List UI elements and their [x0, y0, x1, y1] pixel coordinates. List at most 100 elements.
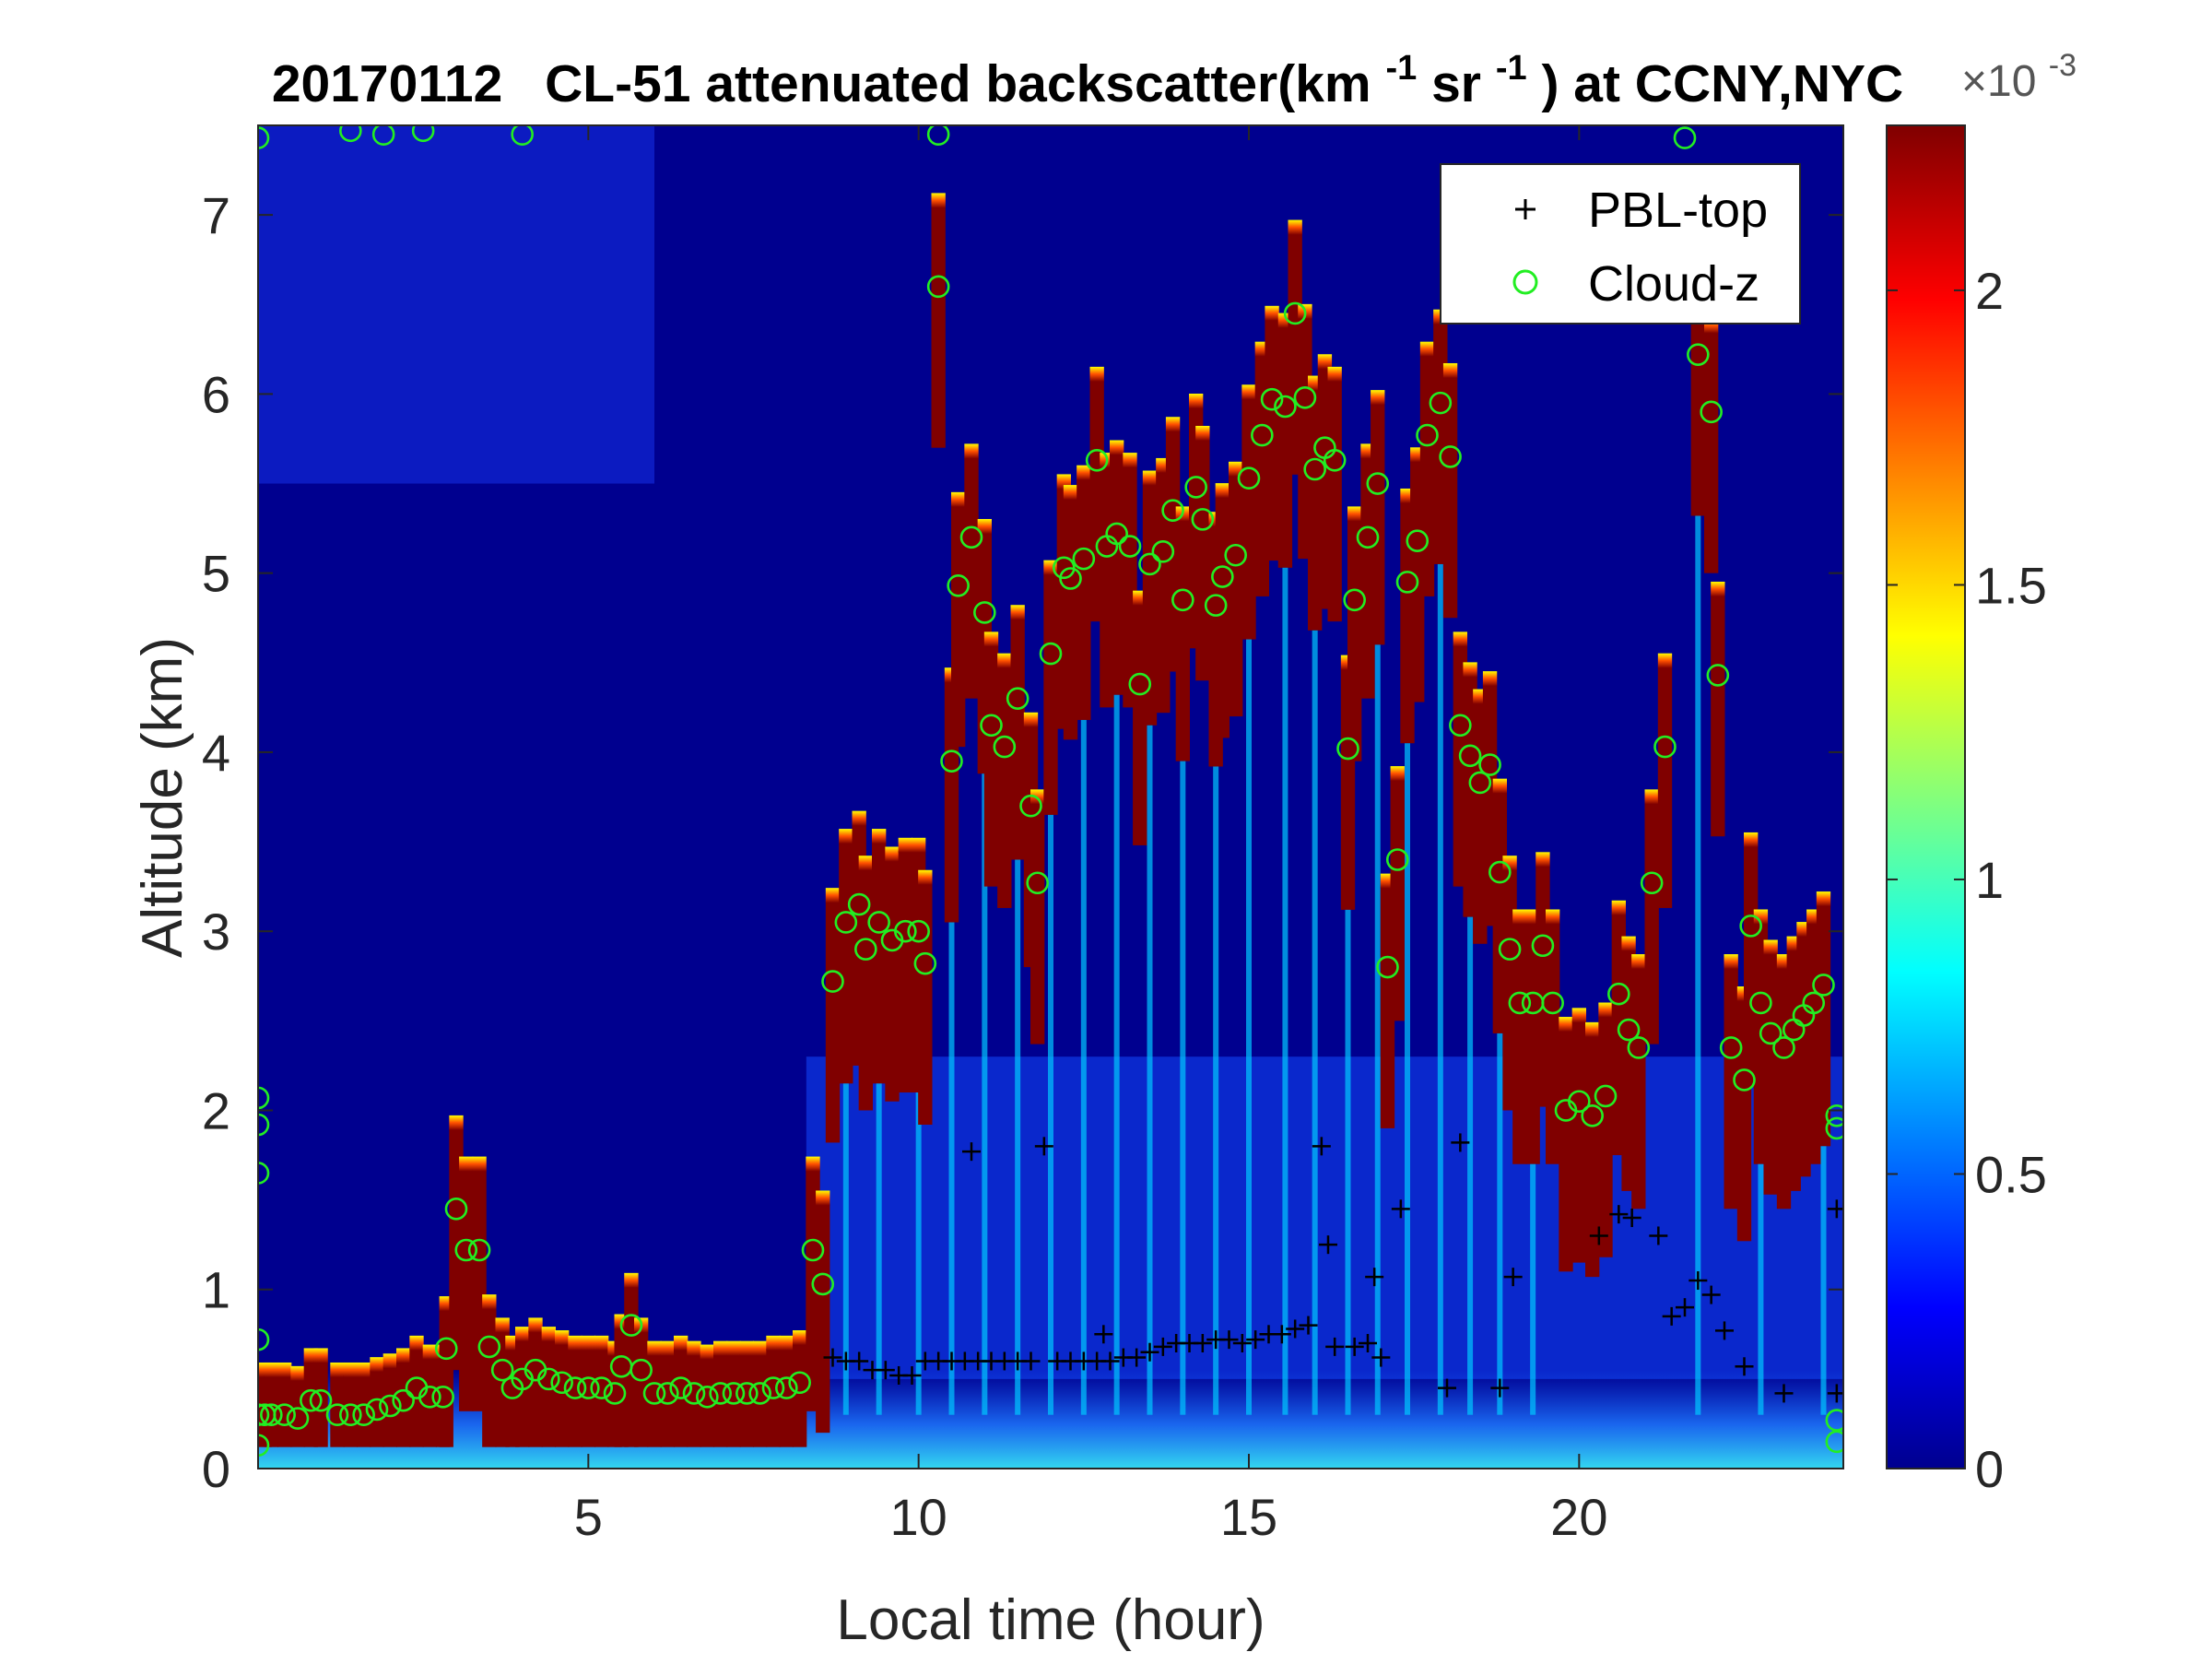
- cloud-z-marker: [1376, 955, 1399, 979]
- cloud-z-marker: [1627, 1036, 1651, 1059]
- cloud-z-marker: [1700, 400, 1723, 424]
- cloud-z-marker: [735, 1382, 759, 1405]
- pbl-top-marker: [1735, 1357, 1754, 1376]
- cloud-edge: [997, 653, 1012, 668]
- cloud-z-marker: [1395, 571, 1419, 594]
- cloud-edge: [660, 1340, 675, 1356]
- cloud-z-marker: [467, 1238, 491, 1262]
- cloud-edge: [313, 1348, 328, 1363]
- cloud-edge: [858, 856, 873, 871]
- cloud-column: [739, 1353, 754, 1447]
- cloud-z-marker: [913, 951, 937, 975]
- cloud-column: [931, 206, 946, 448]
- cloud-column: [555, 1343, 570, 1447]
- precip-streak: [1497, 1033, 1503, 1415]
- cloud-z-marker: [1508, 991, 1532, 1015]
- cloud-column: [660, 1353, 675, 1447]
- cloud-edge: [918, 869, 933, 885]
- cloud-column: [1195, 438, 1210, 681]
- cloud-column: [1711, 594, 1725, 837]
- cloud-edge: [1744, 832, 1759, 847]
- cloud-edge: [1327, 366, 1342, 382]
- precip-streak: [1213, 766, 1219, 1415]
- cloud-edge: [816, 1190, 830, 1206]
- precip-streak: [1312, 630, 1318, 1415]
- cloud-edge: [912, 837, 926, 853]
- precip-streak: [1695, 515, 1701, 1415]
- legend-pbl-marker: [1515, 199, 1535, 219]
- cloud-column: [1043, 572, 1058, 815]
- cloud-edge: [872, 829, 887, 844]
- cloud-z-marker: [1039, 642, 1063, 666]
- y-axis: 0 1 2 3 4 5 6 7: [202, 186, 1843, 1498]
- cloud-z-marker: [1802, 991, 1826, 1015]
- pbl-top-marker: [1451, 1133, 1470, 1152]
- cloud-z-marker: [550, 1371, 573, 1395]
- precip-streak: [1015, 859, 1021, 1415]
- cloud-edge: [674, 1335, 688, 1351]
- cloud-z-marker: [1019, 794, 1042, 818]
- cloud-edge: [1657, 653, 1673, 668]
- pbl-top-marker: [1034, 1137, 1053, 1156]
- cloud-z-marker: [1617, 1018, 1641, 1042]
- cloud-edge: [1419, 341, 1435, 357]
- cloud-edge: [1492, 778, 1507, 794]
- cloud-column: [1724, 967, 1738, 1210]
- cloud-edge: [1535, 852, 1550, 867]
- cloud-z-marker: [761, 1376, 785, 1399]
- pbl-top-marker: [1676, 1298, 1694, 1317]
- cloud-z-marker: [300, 1388, 323, 1412]
- cloud-column: [816, 1203, 830, 1434]
- pbl-top-marker: [1312, 1137, 1331, 1156]
- pbl-top-marker: [1391, 1199, 1410, 1219]
- cloud-edge: [766, 1335, 781, 1351]
- cloud-z-marker: [537, 1367, 560, 1391]
- cloud-column: [1512, 922, 1527, 1164]
- cloud-edge: [1611, 900, 1626, 915]
- cloud-edge: [1241, 384, 1256, 400]
- cloud-z-marker: [1640, 871, 1664, 895]
- cloud-column: [1631, 967, 1646, 1210]
- pbl-top-marker: [1490, 1378, 1510, 1398]
- precip-streak: [1820, 1146, 1827, 1415]
- cloud-edge: [568, 1335, 582, 1351]
- cloud-edge: [1512, 909, 1527, 925]
- cloud-z-marker: [1653, 735, 1677, 759]
- cloud-edge: [1502, 856, 1517, 871]
- colorbar-tick-label: 1: [1975, 851, 2004, 909]
- precip-streak: [915, 1092, 922, 1415]
- cloud-edge: [555, 1330, 570, 1346]
- pbl-top-marker: [1325, 1337, 1345, 1356]
- cloud-column: [357, 1375, 371, 1447]
- cloud-z-marker: [1184, 476, 1207, 499]
- y-tick-label: 2: [202, 1081, 230, 1139]
- cloud-edge: [1123, 453, 1137, 468]
- cloud-z-marker: [1293, 385, 1317, 409]
- plot-area: [258, 125, 1843, 1469]
- cloud-z-marker: [682, 1382, 706, 1405]
- cloud-z-marker: [1739, 915, 1762, 938]
- pbl-top-marker: [1649, 1226, 1668, 1245]
- cloud-z-marker: [1323, 448, 1347, 472]
- cloud-column: [700, 1357, 714, 1447]
- pbl-top-marker: [1094, 1325, 1113, 1344]
- colorbar-scale: [1886, 124, 1966, 1469]
- cloud-edge: [647, 1340, 662, 1356]
- cloud-z-marker: [431, 1385, 454, 1409]
- cloud-z-marker: [563, 1376, 587, 1399]
- precip-streak: [1530, 1163, 1536, 1415]
- cloud-z-marker: [260, 1403, 283, 1427]
- cloud-edge: [1631, 954, 1646, 970]
- legend-box: [1440, 163, 1801, 325]
- cloud-edge: [1265, 305, 1279, 321]
- cloud-edge: [1195, 425, 1210, 441]
- legend-cloud-marker: [1512, 269, 1538, 295]
- colorbar-exponent-base: ×10: [1961, 57, 2036, 106]
- cloud-z-marker: [577, 1376, 600, 1399]
- cloud-z-marker: [603, 1382, 627, 1405]
- cloud-z-marker: [1171, 588, 1194, 612]
- cloud-z-marker: [1706, 664, 1730, 687]
- precip-streak: [1374, 644, 1381, 1415]
- cloud-z-marker: [980, 714, 1003, 738]
